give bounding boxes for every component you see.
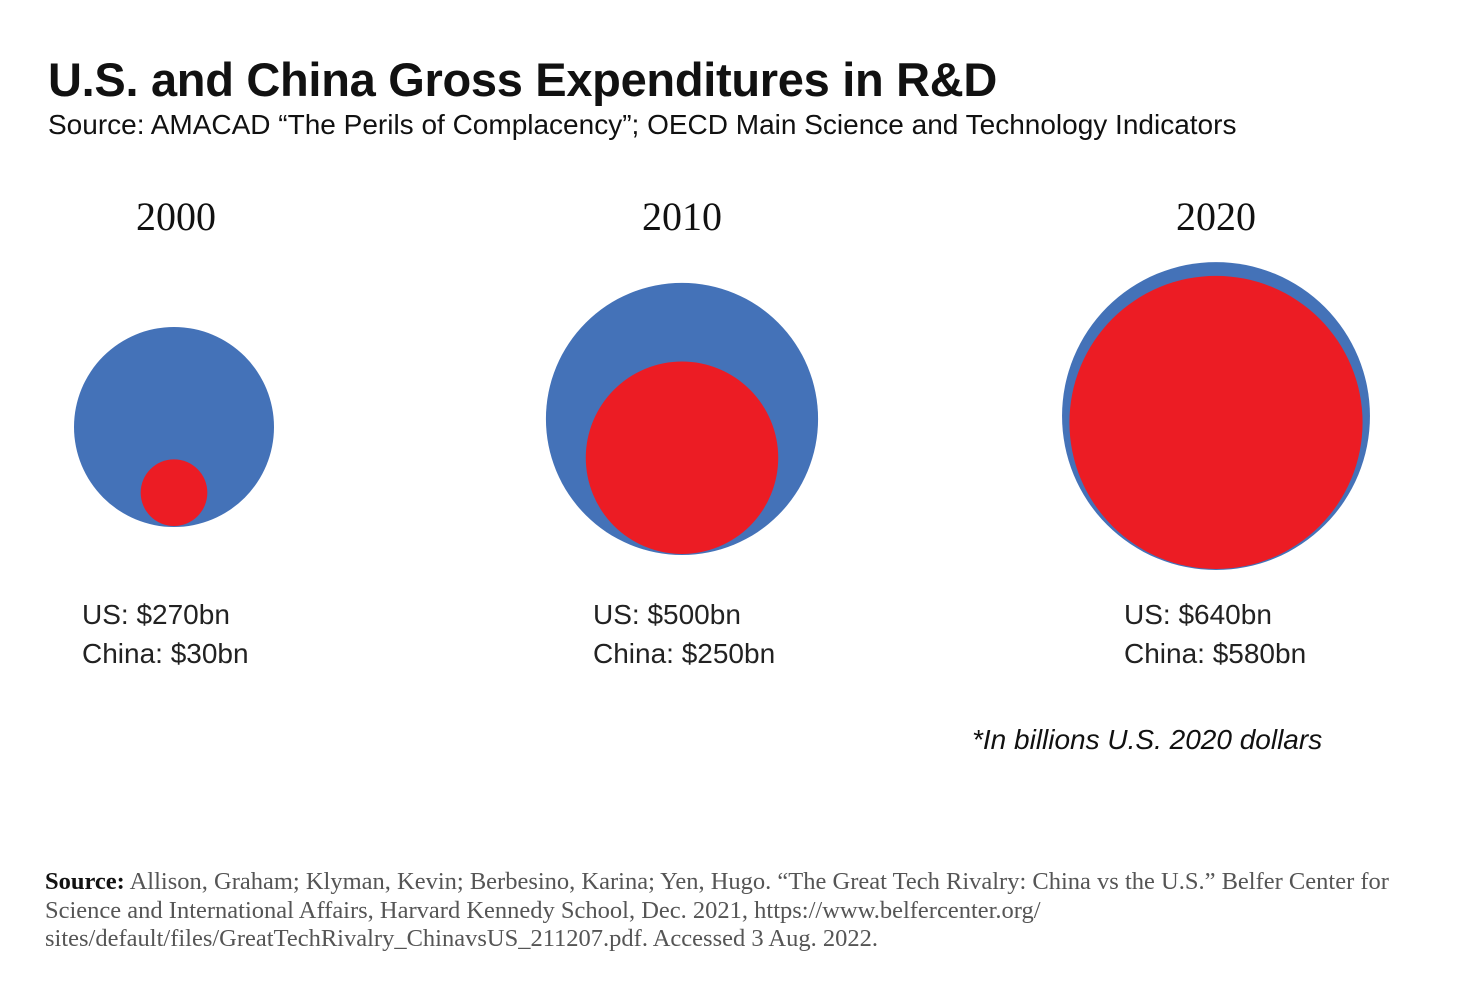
china-bubble-2010 [585,361,779,554]
china-bubble-2000 [140,459,208,526]
panel-values-2010: US: $500bn China: $250bn [593,595,775,673]
china-bubble-2020 [1069,275,1363,569]
chart-subtitle: Source: AMACAD “The Perils of Complacenc… [48,109,1237,140]
china-value-label-2010: China: $250bn [593,638,776,669]
citation-label: Source: [45,868,125,895]
us-value-label-2000: US: $270bn [82,599,230,630]
bubble-chart: 2000 2010 2020 [74,194,1370,570]
china-value-label-2020: China: $580bn [1124,638,1307,669]
panel-values-2020: US: $640bn China: $580bn [1124,595,1306,673]
year-label-2020: 2020 [1176,194,1256,239]
year-label-2000: 2000 [136,194,216,239]
chart-title: U.S. and China Gross Expenditures in R&D [48,53,998,106]
source-citation: Source: Allison, Graham; Klyman, Kevin; … [45,868,1445,954]
citation-text: Allison, Graham; Klyman, Kevin; Berbesin… [45,868,1389,952]
china-value-label-2000: China: $30bn [82,638,249,669]
panel-values-2000: US: $270bn China: $30bn [82,595,249,673]
us-value-label-2020: US: $640bn [1124,599,1272,630]
unit-footnote: *In billions U.S. 2020 dollars [972,724,1323,755]
us-bubble-2000 [74,327,274,527]
year-label-2010: 2010 [642,194,722,239]
us-value-label-2010: US: $500bn [593,599,741,630]
